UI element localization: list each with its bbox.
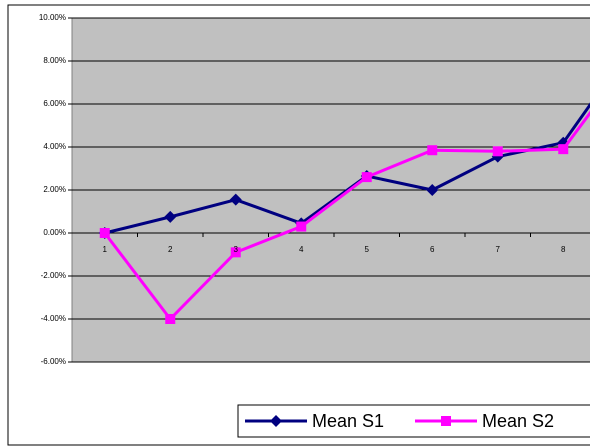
y-tick-label: 6.00% xyxy=(43,99,66,108)
marker xyxy=(361,172,372,183)
x-tick-label: 7 xyxy=(496,245,501,254)
marker xyxy=(99,228,110,238)
x-tick-label: 3 xyxy=(234,245,239,254)
marker xyxy=(492,146,503,157)
marker xyxy=(427,145,438,156)
x-tick-label: 8 xyxy=(561,245,566,254)
marker xyxy=(165,314,176,324)
x-tick-label: 2 xyxy=(168,245,173,254)
y-tick-label: 4.00% xyxy=(43,142,66,151)
legend-label: Mean S1 xyxy=(312,411,384,431)
x-tick-label: 1 xyxy=(103,245,108,254)
marker xyxy=(558,144,569,155)
marker xyxy=(230,247,241,258)
x-tick-label: 5 xyxy=(365,245,370,254)
legend-marker xyxy=(270,415,282,427)
marker xyxy=(229,193,242,206)
x-tick-label: 6 xyxy=(430,245,435,254)
y-tick-label: -2.00% xyxy=(41,271,66,280)
y-tick-label: 0.00% xyxy=(43,228,66,237)
y-tick-label: -6.00% xyxy=(41,357,66,366)
marker xyxy=(426,184,439,196)
marker xyxy=(296,221,307,232)
legend-label: Mean S2 xyxy=(482,411,554,431)
marker xyxy=(164,210,177,223)
y-tick-label: -4.00% xyxy=(41,314,66,323)
y-tick-label: 10.00% xyxy=(39,13,66,22)
x-tick-label: 4 xyxy=(299,245,304,254)
y-tick-label: 8.00% xyxy=(43,56,66,65)
legend-marker xyxy=(441,416,451,426)
y-tick-label: 2.00% xyxy=(43,185,66,194)
